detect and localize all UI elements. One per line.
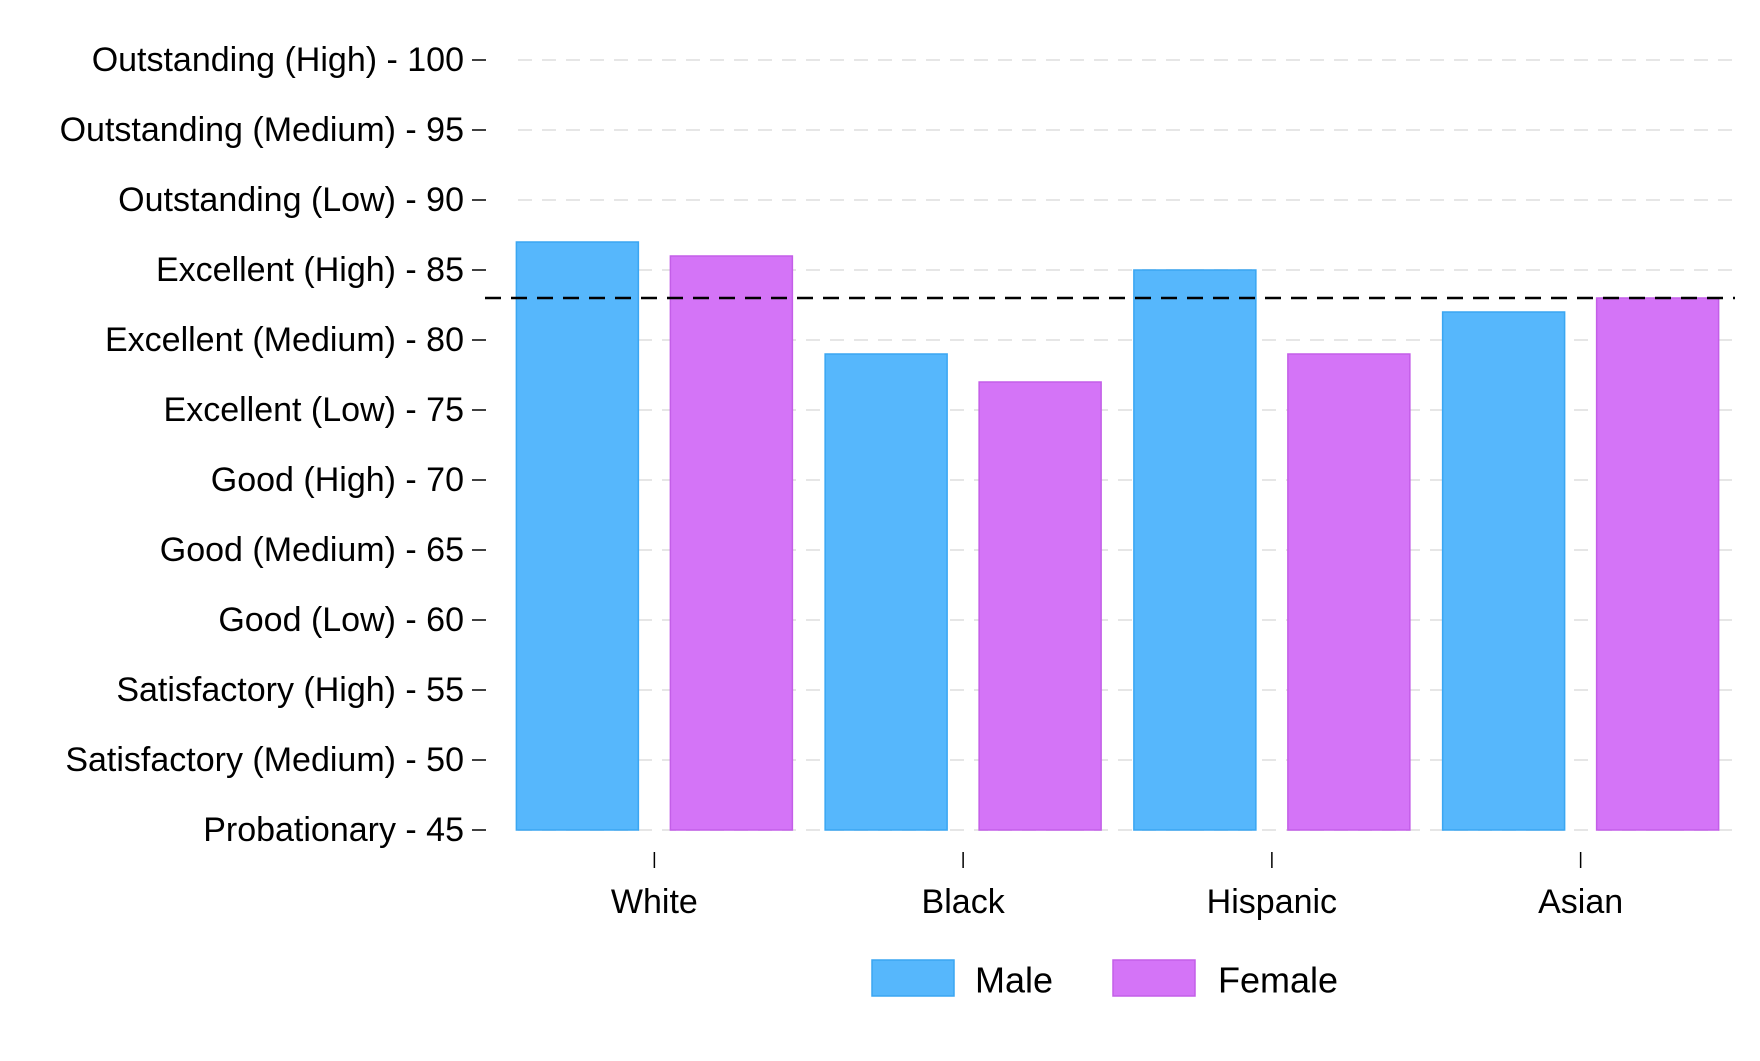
legend-label-male: Male <box>975 960 1053 1001</box>
legend-label-female: Female <box>1218 960 1338 1001</box>
x-tick-label: Asian <box>1538 883 1623 921</box>
bars <box>515 241 1720 831</box>
bar-female-black <box>978 381 1102 831</box>
y-tick-label: Excellent (Medium) - 80 <box>105 321 464 359</box>
bar-male-black <box>824 353 948 831</box>
legend: Male Female <box>871 959 1338 1001</box>
y-axis: Outstanding (High) - 100 Outstanding (Med… <box>60 41 486 849</box>
y-tick-label: Outstanding (Low) - 90 <box>118 181 464 219</box>
y-tick-label: Good (High) - 70 <box>211 461 464 499</box>
x-tick-label: White <box>611 883 698 921</box>
y-tick-label: Excellent (Low) - 75 <box>164 391 464 429</box>
bar-female-hispanic <box>1287 353 1411 831</box>
y-tick-label: Satisfactory (Medium) - 50 <box>65 741 464 779</box>
y-tick-label: Good (Low) - 60 <box>218 601 464 639</box>
bar-male-white <box>515 241 640 831</box>
bar-male-asian <box>1441 311 1566 831</box>
y-tick-label: Satisfactory (High) - 55 <box>116 671 464 709</box>
legend-swatch-male <box>871 959 955 997</box>
x-tick-label: Black <box>922 883 1006 921</box>
bar-female-white <box>669 255 794 831</box>
x-tick-label: Hispanic <box>1207 883 1337 921</box>
y-tick-label: Outstanding (High) - 100 <box>92 41 464 79</box>
y-tick-label: Outstanding (Medium) - 95 <box>60 111 464 149</box>
bar-male-hispanic <box>1133 269 1257 831</box>
x-axis: White Black Hispanic Asian <box>611 852 1623 921</box>
y-tick-label: Probationary - 45 <box>203 811 464 849</box>
y-tick-label: Good (Medium) - 65 <box>160 531 464 569</box>
y-tick-label: Excellent (High) - 85 <box>156 251 464 289</box>
legend-swatch-female <box>1112 959 1196 997</box>
bar-female-asian <box>1595 297 1720 831</box>
